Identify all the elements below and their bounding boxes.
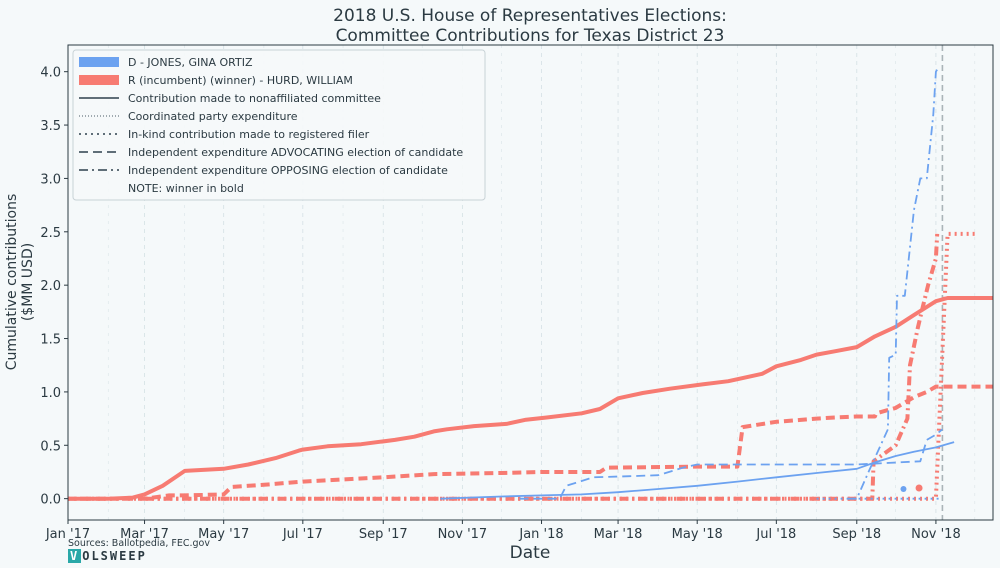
legend-swatch — [79, 57, 119, 67]
y-axis-label-line-2: ($MM USD) — [20, 243, 36, 321]
brand-logo: V OLSWEEP — [68, 549, 147, 563]
series-group — [68, 45, 993, 520]
x-tick-label: Jan '18 — [518, 527, 563, 542]
series-d-independent-expenditure-opposing-election-of-candidate — [847, 69, 938, 500]
legend-label: D - JONES, GINA ORTIZ — [128, 56, 253, 69]
x-axis-label: Date — [510, 543, 551, 563]
series-d-independent-expenditure-advocating-election-of-candidate — [519, 428, 943, 500]
x-tick-label: Mar '18 — [594, 527, 643, 542]
legend-box — [72, 49, 486, 201]
y-tick-label: 0.5 — [40, 439, 61, 454]
brand-logo-mark: V — [68, 549, 82, 563]
y-tick-label: 3.0 — [40, 172, 61, 187]
legend-label: Independent expenditure ADVOCATING elect… — [128, 146, 463, 159]
series-r-contribution-made-to-nonaffiliated-committee — [68, 296, 993, 501]
y-tick-label: 1.0 — [40, 386, 61, 401]
x-tick-label: Sep '17 — [359, 527, 408, 542]
series-r-independent-expenditure-opposing-election-of-candidate — [144, 233, 940, 501]
legend-label: In-kind contribution made to registered … — [128, 128, 370, 141]
x-tick-label: Sep '18 — [832, 527, 881, 542]
legend-label: Independent expenditure OPPOSING electio… — [128, 164, 448, 177]
legend-label: Coordinated party expenditure — [128, 110, 298, 123]
y-tick-label: 1.5 — [40, 333, 61, 348]
series-r-independent-expenditure-advocating-election-of-candidate — [68, 384, 993, 501]
x-tick-label: Mar '17 — [120, 527, 169, 542]
x-tick-label: Jan '17 — [45, 527, 90, 542]
y-tick-label: 2.5 — [40, 226, 61, 241]
y-tick-label: 0.0 — [40, 493, 61, 508]
series-r-coordinated-party-expenditure-point — [915, 484, 923, 492]
grid — [67, 45, 976, 520]
chart-title-line-1: 2018 U.S. House of Representatives Elect… — [333, 6, 727, 26]
x-tick-label: Jul '18 — [755, 527, 796, 542]
chart-title-line-2: Committee Contributions for Texas Distri… — [336, 26, 725, 46]
x-tick-label: Nov '18 — [911, 527, 961, 542]
brand-logo-text: OLSWEEP — [82, 549, 147, 563]
sources-note: Sources: Ballotpedia, FEC.gov — [68, 538, 210, 549]
x-tick-label: Jul '17 — [282, 527, 323, 542]
axes: Jan '17 Mar '17 May '17 Jul '17 Sep '17 Nov '… — [40, 44, 994, 542]
series-d-coordinated-party-expenditure-point — [900, 486, 907, 493]
y-axis-label-line-1: Cumulative contributions — [4, 194, 20, 371]
legend: D - JONES, GINA ORTIZ R (incumbent) (winn… — [72, 49, 486, 201]
legend-label: R (incumbent) (winner) - HURD, WILLIAM — [128, 74, 353, 87]
y-tick-label: 3.5 — [40, 119, 61, 134]
x-tick-label: May '17 — [198, 527, 249, 542]
y-tick-label: 4.0 — [40, 66, 61, 81]
legend-label: NOTE: winner in bold — [128, 182, 244, 195]
y-tick-label: 2.0 — [40, 279, 61, 294]
legend-label: Contribution made to nonaffiliated commi… — [128, 92, 381, 105]
legend-swatch — [79, 75, 119, 85]
x-tick-label: May '18 — [672, 527, 723, 542]
plot-frame — [67, 44, 994, 521]
series-r-in-kind-contribution-made-to-registered-filer — [68, 231, 975, 501]
x-tick-label: Nov '17 — [438, 527, 488, 542]
